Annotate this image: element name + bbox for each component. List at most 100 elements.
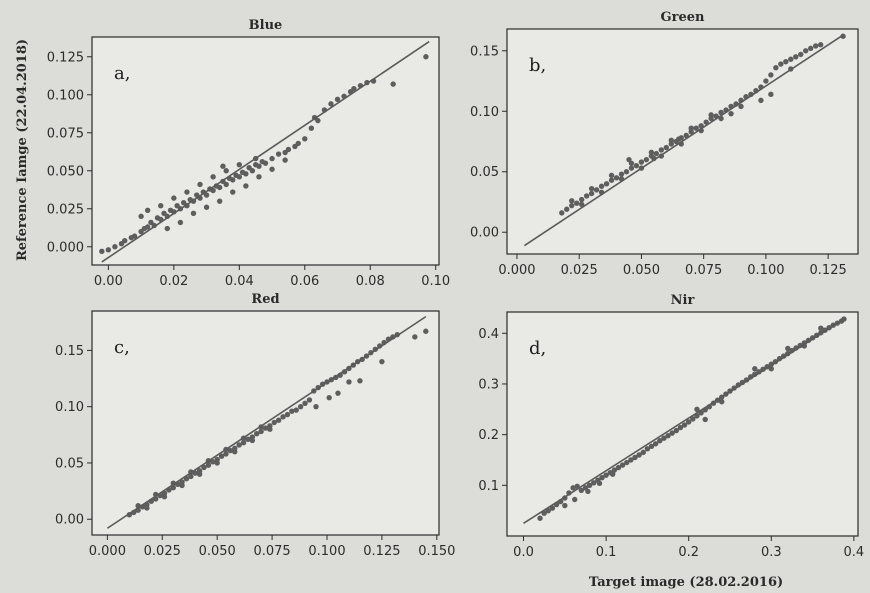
data-point	[423, 328, 429, 334]
data-point	[346, 379, 352, 385]
data-point	[144, 224, 151, 230]
data-point	[218, 453, 225, 459]
data-point	[201, 464, 207, 471]
x-tick-label: 0.4	[844, 545, 865, 560]
y-tick-label: 0.4	[478, 327, 499, 342]
data-point	[262, 425, 269, 431]
data-point	[549, 505, 556, 511]
data-point	[284, 411, 291, 418]
data-point	[596, 480, 603, 486]
data-point	[223, 168, 229, 174]
data-point	[702, 416, 708, 423]
regression-line	[523, 34, 844, 247]
data-point	[657, 438, 663, 444]
data-point	[559, 210, 565, 216]
data-point	[240, 439, 247, 446]
data-point	[808, 45, 814, 52]
data-point	[653, 150, 660, 157]
data-point	[613, 175, 620, 181]
data-point	[308, 125, 315, 131]
data-point	[564, 206, 570, 212]
data-point	[636, 452, 642, 458]
data-point	[192, 470, 198, 476]
data-point	[326, 394, 332, 401]
data-point	[179, 482, 185, 489]
data-point	[665, 432, 671, 439]
data-point	[640, 449, 646, 456]
data-point	[585, 488, 591, 495]
x-tick-label: 0.10	[421, 274, 450, 289]
y-tick-label: 0.075	[47, 126, 84, 141]
data-point	[280, 414, 286, 420]
data-point	[626, 156, 632, 163]
data-point	[210, 459, 216, 465]
data-point	[611, 467, 618, 473]
y-tick-label: 0.00	[470, 226, 499, 241]
data-point	[588, 185, 595, 192]
data-point	[131, 233, 138, 239]
data-point	[227, 447, 234, 454]
data-point	[223, 181, 229, 188]
x-tick-label: 0.00	[94, 274, 123, 289]
data-point	[676, 136, 682, 142]
data-point	[203, 204, 210, 210]
data-point	[763, 78, 769, 84]
data-point	[171, 195, 177, 201]
scatter-series	[523, 316, 847, 525]
panel-2: Green b, 0.000 0.025 0.050 0.075 0.100 0.125 0.0…	[470, 10, 859, 278]
data-point	[572, 496, 578, 503]
panel-1: Blue a, 0.00 0.02 0.04 0.06 0.08 0.10 0.000 0.025…	[47, 18, 450, 289]
data-point	[282, 157, 288, 163]
data-point	[603, 181, 610, 187]
data-point	[694, 406, 700, 413]
data-point	[633, 162, 640, 169]
x-tick-label: 0.04	[225, 274, 254, 289]
y-tick-label: 0.000	[47, 240, 84, 255]
y-tick-label: 0.15	[55, 344, 84, 359]
data-point	[583, 193, 590, 199]
panel-title: Blue	[249, 18, 283, 33]
panel-letter: d,	[529, 338, 546, 359]
data-point	[230, 177, 236, 183]
data-point	[177, 219, 184, 226]
data-point	[783, 58, 789, 65]
data-point	[203, 192, 210, 198]
data-point	[643, 156, 650, 163]
data-point	[170, 485, 176, 491]
x-tick-label: 0.000	[89, 544, 126, 559]
data-point	[628, 165, 635, 171]
data-point	[158, 203, 164, 209]
data-point	[184, 189, 190, 195]
data-point	[574, 200, 580, 206]
data-point	[236, 442, 242, 448]
data-point	[161, 494, 168, 500]
y-tick-label: 0.2	[478, 428, 499, 443]
y-tick-label: 0.125	[47, 50, 84, 65]
data-point	[638, 159, 645, 165]
data-point	[768, 72, 774, 78]
data-point	[569, 198, 575, 204]
x-tick-label: 0.150	[418, 544, 455, 559]
data-point	[220, 163, 226, 169]
data-point	[788, 56, 794, 62]
data-point	[216, 198, 223, 204]
data-point	[586, 482, 593, 489]
x-tick-label: 0.125	[810, 263, 847, 278]
y-tick-label: 0.025	[47, 202, 84, 217]
data-point	[644, 446, 651, 452]
data-point	[752, 366, 758, 372]
data-point	[598, 183, 605, 189]
data-point	[803, 48, 809, 54]
x-tick-label: 0.02	[159, 274, 188, 289]
data-point	[164, 225, 170, 232]
x-tick-label: 0.075	[253, 544, 290, 559]
data-point	[313, 403, 319, 410]
data-point	[648, 149, 655, 156]
data-point	[569, 202, 575, 209]
data-point	[658, 147, 665, 153]
data-point	[99, 248, 105, 255]
data-point	[412, 334, 418, 340]
panel-grid: Blue a, 0.00 0.02 0.04 0.06 0.08 0.10 0.000 0.025…	[47, 10, 864, 560]
